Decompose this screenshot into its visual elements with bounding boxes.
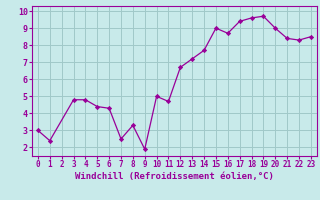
X-axis label: Windchill (Refroidissement éolien,°C): Windchill (Refroidissement éolien,°C)	[75, 172, 274, 181]
